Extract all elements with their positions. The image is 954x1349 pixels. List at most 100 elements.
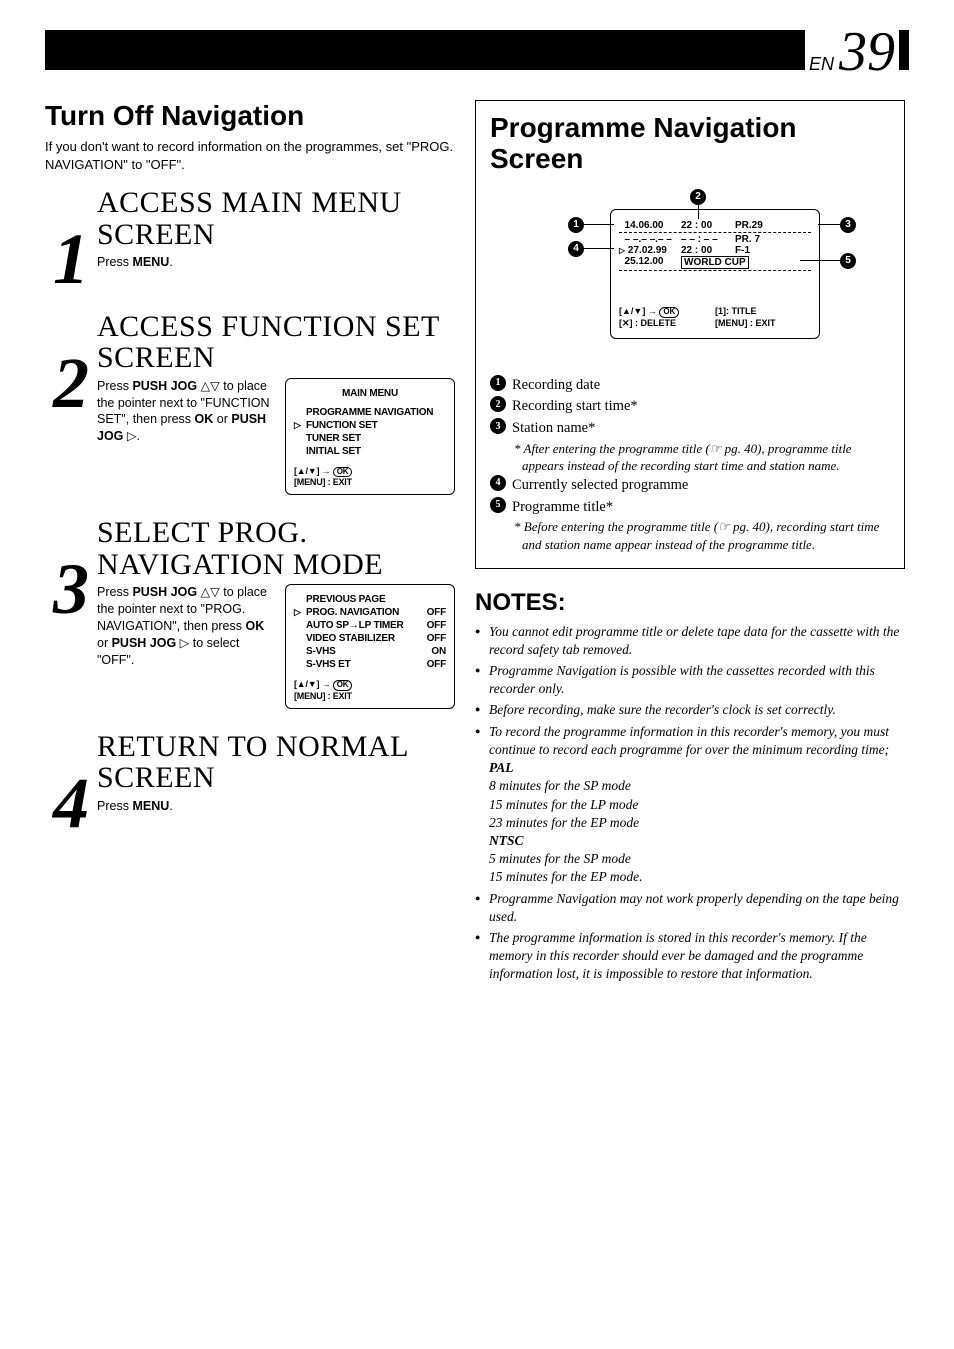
note-subline: NTSC	[489, 832, 905, 850]
screen-time: WORLD CUP	[681, 256, 749, 269]
step: 4RETURN TO NORMAL SCREEN Press MENU.	[45, 731, 455, 833]
osd-item: PROGRAMME NAVIGATION	[306, 406, 433, 419]
step-text: Press PUSH JOG △▽ to place the pointer n…	[97, 584, 275, 668]
legend-text: Programme title*	[512, 497, 613, 519]
legend-num: 5	[490, 497, 506, 513]
note-item: You cannot edit programme title or delet…	[475, 623, 905, 659]
step-text: Press MENU.	[97, 254, 455, 271]
legend-num: 4	[490, 475, 506, 491]
screen-time: 22 : 00	[681, 245, 731, 256]
note-subline: 23 minutes for the EP mode	[489, 814, 905, 832]
callout-1: 1	[568, 217, 584, 233]
legend-text: Recording date	[512, 375, 600, 397]
osd-screen: MAIN MENU PROGRAMME NAVIGATIONFUNCTION SE…	[285, 378, 455, 496]
osd-item: FUNCTION SET	[294, 419, 378, 432]
screen-footer-2: [1]: TITLE	[715, 306, 811, 318]
screen-date: – –.– –.– –	[619, 234, 677, 245]
legend-note: * Before entering the programme title (☞…	[490, 518, 890, 553]
screen-row: 14.06.00 22 : 00 PR.29	[619, 220, 811, 233]
osd-item: VIDEO STABILIZER	[306, 632, 395, 645]
note-subline: 8 minutes for the SP mode	[489, 777, 905, 795]
osd-item: INITIAL SET	[306, 445, 361, 458]
screen-time: 22 : 00	[681, 220, 731, 231]
legend-note: * After entering the programme title (☞ …	[490, 440, 890, 475]
osd-title: MAIN MENU	[294, 387, 446, 400]
legend-num: 2	[490, 396, 506, 412]
note-item: Programme Navigation may not work proper…	[475, 890, 905, 926]
legend-text: Station name*	[512, 418, 595, 440]
screen-diagram: 2 1 3 4	[520, 189, 860, 359]
osd-value: ON	[431, 645, 446, 658]
legend-num: 1	[490, 375, 506, 391]
section-heading: Turn Off Navigation	[45, 100, 455, 132]
step-title: RETURN TO NORMAL SCREEN	[97, 731, 455, 794]
note-item: To record the programme information in t…	[475, 723, 905, 887]
step-title: ACCESS FUNCTION SET SCREEN	[97, 311, 455, 374]
page-lang: EN	[809, 54, 834, 74]
callout-2: 2	[690, 189, 706, 205]
note-subline: PAL	[489, 759, 905, 777]
osd-item: AUTO SP→LP TIMER	[306, 619, 404, 632]
osd-item: S-VHS	[306, 645, 336, 658]
osd-screen: PREVIOUS PAGEPROG. NAVIGATION OFF AUTO SP→…	[285, 584, 455, 709]
screen-date: 14.06.00	[619, 220, 677, 231]
callout-3: 3	[840, 217, 856, 233]
legend-item: 1 Recording date	[490, 375, 890, 397]
osd-value: OFF	[427, 658, 446, 671]
osd-footer: [▲/▼] → OK[MENU] : EXIT	[294, 466, 446, 489]
step: 2ACCESS FUNCTION SET SCREENPress PUSH JO…	[45, 311, 455, 496]
osd-item: PREVIOUS PAGE	[306, 593, 385, 606]
legend-item: 3 Station name*	[490, 418, 890, 440]
legend: 1 Recording date 2 Recording start time* 3 St…	[490, 375, 890, 554]
screen-row: 25.12.00 WORLD CUP	[619, 256, 811, 269]
notes-section: NOTES: You cannot edit programme title o…	[475, 589, 905, 984]
screen-channel: F-1	[735, 245, 750, 256]
note-subline: 15 minutes for the LP mode	[489, 796, 905, 814]
step-title: ACCESS MAIN MENU SCREEN	[97, 187, 455, 250]
left-column: Turn Off Navigation If you don't want to…	[45, 100, 455, 987]
info-panel: Programme Navigation Screen 2 1 3	[475, 100, 905, 569]
step-title: SELECT PROG. NAVIGATION MODE	[97, 517, 455, 580]
screen-channel: PR. 7	[735, 234, 760, 245]
section-intro: If you don't want to record information …	[45, 138, 455, 173]
step-number: 1	[45, 231, 97, 289]
page-number: EN 39	[805, 20, 899, 84]
notes-list: You cannot edit programme title or delet…	[475, 623, 905, 984]
legend-text: Currently selected programme	[512, 475, 688, 497]
screen-footer-1: [✕] : DELETE	[619, 318, 715, 330]
legend-num: 3	[490, 418, 506, 434]
right-column: Programme Navigation Screen 2 1 3	[475, 100, 905, 987]
legend-item: 2 Recording start time*	[490, 396, 890, 418]
step-number: 4	[45, 775, 97, 833]
screen-time: – – : – –	[681, 234, 731, 245]
callout-4: 4	[568, 241, 584, 257]
osd-item: S-VHS ET	[306, 658, 351, 671]
osd-item: PROG. NAVIGATION	[294, 606, 399, 619]
step-text: Press MENU.	[97, 798, 455, 815]
header-bar: EN 39	[45, 30, 909, 70]
step-text: Press PUSH JOG △▽ to place the pointer n…	[97, 378, 275, 446]
osd-value: OFF	[427, 619, 446, 632]
screen-date: 25.12.00	[619, 256, 677, 269]
page-num: 39	[839, 21, 895, 83]
screen-channel: PR.29	[735, 220, 763, 231]
osd-value: OFF	[427, 632, 446, 645]
step-number: 3	[45, 561, 97, 619]
legend-text: Recording start time*	[512, 396, 638, 418]
osd-item: TUNER SET	[306, 432, 361, 445]
panel-heading: Programme Navigation Screen	[490, 113, 890, 175]
step: 3SELECT PROG. NAVIGATION MODEPress PUSH …	[45, 517, 455, 709]
note-item: Programme Navigation is possible with th…	[475, 662, 905, 698]
nav-screen: 14.06.00 22 : 00 PR.29 – –.– –.– – – – : – …	[610, 209, 820, 339]
screen-row: – –.– –.– – – – : – – PR. 7	[619, 234, 811, 245]
screen-footer-0: [▲/▼] → OK	[619, 306, 715, 318]
notes-heading: NOTES:	[475, 589, 905, 617]
callout-5: 5	[840, 253, 856, 269]
osd-footer: [▲/▼] → OK[MENU] : EXIT	[294, 679, 446, 702]
step: 1ACCESS MAIN MENU SCREEN Press MENU.	[45, 187, 455, 289]
note-subline: 15 minutes for the EP mode.	[489, 868, 905, 886]
legend-item: 5 Programme title*	[490, 497, 890, 519]
note-item: Before recording, make sure the recorder…	[475, 701, 905, 719]
note-subline: 5 minutes for the SP mode	[489, 850, 905, 868]
legend-item: 4 Currently selected programme	[490, 475, 890, 497]
